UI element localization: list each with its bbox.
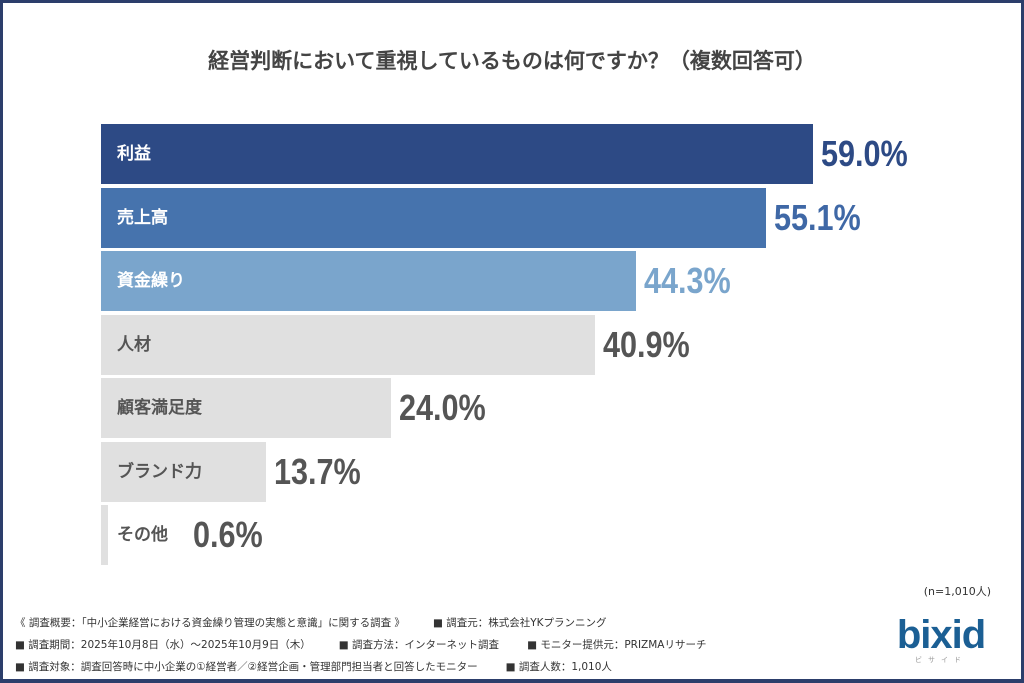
bar [101,378,391,438]
bar [101,314,595,375]
bar-chart: 利益 59.0% 売上高 55.1% 資金繰り 44.3% 人材 40.9% 顧客満足度 24.0… [3,3,1021,583]
bar [101,505,109,565]
value-label: 13.7% [274,450,362,492]
value-label: 24.0% [398,387,486,428]
category-label: ブランド力 [117,461,202,482]
category-label: 利益 [117,144,151,164]
bar [101,251,636,311]
category-label: 顧客満足度 [117,398,202,418]
category-label: 人材 [117,334,151,355]
value-label: 40.9% [602,323,690,365]
survey-count: ■ 調査人数：1,010人 [505,661,612,673]
survey-period: ■ 調査期間：2025年10月8日（水）～2025年10月9日（木） [15,639,311,651]
logo-subtext: ビサイド [915,656,967,664]
bar [101,124,814,184]
value-label: 59.0% [821,133,908,174]
category-label: その他 [117,525,168,545]
survey-target: ■ 調査対象：調査回答時に中小企業の①経営者／②経営企画・管理部門担当者と回答し… [15,661,478,673]
footer-line-2: ■ 調査期間：2025年10月8日（水）～2025年10月9日（木） ■ 調査方法… [15,637,734,652]
survey-source: ■ 調査元：株式会社YKプランニング [432,617,607,629]
monitor-provider: ■ モニター提供元：PRIZMAリサーチ [527,639,707,651]
survey-overview: 《 調査概要：「中小企業経営における資金繰り管理の実態と意識」に関する調査 》 [15,617,405,629]
category-label: 資金繰り [117,271,185,291]
bar [101,187,767,248]
footer-line-1: 《 調査概要：「中小企業経営における資金繰り管理の実態と意識」に関する調査 》 ■… [15,615,635,630]
logo-text: bixid [896,613,986,657]
bar [101,441,267,502]
bixid-logo: bixid ビサイド [891,615,991,665]
sample-size: (n=1,010人) [923,585,991,598]
chart-title: 経営判断において重視しているものは何ですか？（複数回答可） [208,49,816,73]
survey-method: ■ 調査方法：インターネット調査 [338,639,500,651]
category-label: 売上高 [117,207,168,228]
value-label: 55.1% [774,196,861,238]
value-label: 44.3% [643,260,731,301]
value-label: 0.6% [193,514,263,555]
footer-line-3: ■ 調査対象：調査回答時に中小企業の①経営者／②経営企画・管理部門担当者と回答し… [15,659,640,674]
